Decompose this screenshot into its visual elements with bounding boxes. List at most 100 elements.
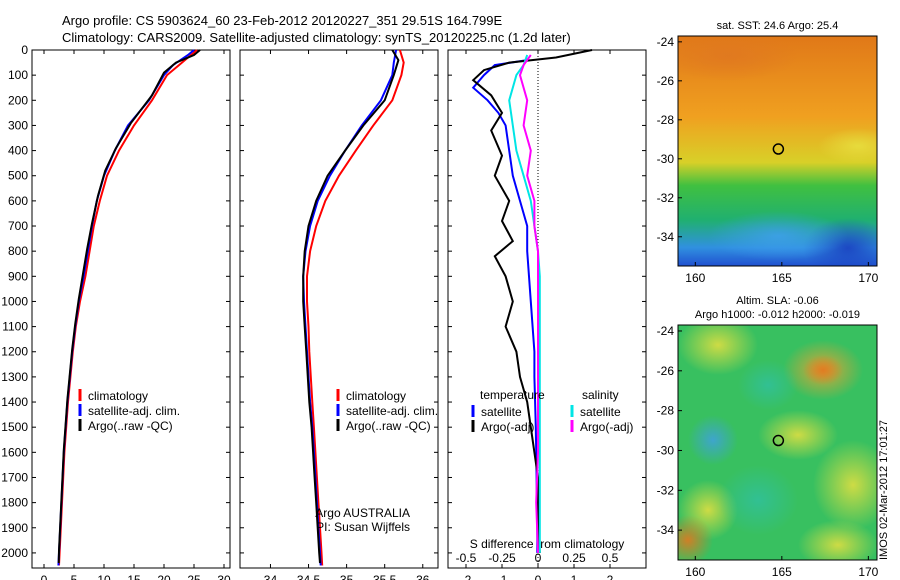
map-y-tick-label: -26 [657,364,675,378]
map-title-line1: Altim. SLA: -0.06 [736,295,819,307]
series-line-4 [518,54,539,553]
map-y-tick-label: -34 [657,230,675,244]
panel-frame [31,49,231,569]
x-tick-label: 35.5 [373,573,397,580]
panel-frame [239,49,439,569]
map-y-tick-label: -28 [657,404,675,418]
x-tick-label: 36 [416,573,430,580]
legend-label: climatology [88,389,148,403]
legend-label: satellite-adj. clim. [88,404,180,418]
legend-label: Argo(-adj) [481,420,534,434]
top-x-tick-label: 0 [535,551,542,565]
y-tick-label: 1700 [1,470,28,484]
map-colorfield [678,325,877,560]
y-tick-label: 300 [8,118,28,132]
x-tick-label: 25 [187,573,201,580]
legend-label: satellite [481,405,522,419]
x-tick-label: 0 [535,573,542,580]
y-tick-label: 1900 [1,521,28,535]
y-tick-label: 2000 [1,546,28,560]
y-tick-label: 100 [8,68,28,82]
argo-float-marker [772,434,785,447]
top-x-tick-label: 0.5 [602,551,619,565]
x-tick-label: 15 [127,573,141,580]
map-colorfield [678,36,877,266]
y-tick-label: 400 [8,144,28,158]
x-tick-label: 1 [571,573,578,580]
legend-label: Argo(-adj) [580,420,633,434]
sla-map: 160 165 170 -24 -26 -28 -30 -32 -34 Altim. SLA: -… [657,295,879,579]
y-tick-label: 1300 [1,370,28,384]
legend-heading: salinity [582,388,619,402]
x-tick-label: 20 [157,573,171,580]
map-x-tick-label: 170 [858,565,878,579]
legend-label: satellite-adj. clim. [346,404,438,418]
series-line-1 [306,49,405,566]
map-x-tick-label: 160 [685,565,705,579]
x-tick-label: -2 [461,573,472,580]
legend-heading: temperature [480,388,545,402]
series-line-1 [471,59,539,553]
x-tick-label: -1 [497,573,508,580]
map-y-tick-label: -30 [657,152,675,166]
y-tick-label: 1500 [1,420,28,434]
x-tick-label: 5 [71,573,78,580]
map-x-tick-label: 170 [858,271,878,285]
x-tick-label: 30 [217,573,231,580]
top-x-tick-label: 0.25 [562,551,586,565]
map-x-tick-label: 165 [772,271,792,285]
x-tick-label: 0 [41,573,48,580]
map-y-tick-label: -28 [657,113,675,127]
chart-title-line2: Climatology: CARS2009. Satellite-adjuste… [62,30,571,45]
x-tick-label: 35 [340,573,354,580]
panel-annotation: Argo AUSTRALIA [315,506,410,520]
series-line-3 [57,49,201,564]
panel-frame [447,49,647,569]
chart-title-line1: Argo profile: CS 5903624_60 23-Feb-2012 … [62,13,503,28]
map-frame [677,35,878,267]
y-tick-label: 900 [8,269,28,283]
legend-label: Argo(..raw -QC) [346,419,431,433]
map-x-tick-label: 160 [685,271,705,285]
profile-panel-1: 0100200300400500600700800900100011001200… [1,43,231,580]
timestamp-stamp: IMOS 02-Mar-2012 17:01:27 [878,419,890,560]
profile-panel-3: -2-1012T difference from climatology-0.5… [447,49,647,580]
y-tick-label: 600 [8,194,28,208]
x-tick-label: 34.5 [297,573,321,580]
legend-label: climatology [346,389,406,403]
map-y-tick-label: -24 [657,324,675,338]
y-tick-label: 500 [8,169,28,183]
x-tick-label: 10 [97,573,111,580]
series-line-3 [302,49,400,564]
map-x-tick-label: 165 [772,565,792,579]
y-tick-label: 1200 [1,345,28,359]
map-y-tick-label: -26 [657,74,675,88]
top-x-axis-label: S difference from climatology [470,537,625,551]
legend-label: satellite [580,405,621,419]
y-tick-label: 1400 [1,395,28,409]
map-title: sat. SST: 24.6 Argo: 25.4 [717,20,839,32]
legend-label: Argo(..raw -QC) [88,419,173,433]
sst-map: 160 165 170 -24 -26 -28 -30 -32 -34 sat. SST: 24.… [657,20,879,285]
x-tick-label: 2 [607,573,614,580]
top-x-tick-label: -0.25 [488,551,516,565]
map-y-tick-label: -30 [657,443,675,457]
panel-annotation: PI: Susan Wijffels [316,520,410,534]
argo-float-marker [772,143,785,155]
series-line-2 [471,49,593,553]
y-tick-label: 200 [8,93,28,107]
y-tick-label: 700 [8,219,28,233]
y-tick-label: 800 [8,244,28,258]
profile-panel-2: 3434.53535.536salinityclimatologysatelli… [239,49,439,580]
map-title-line2: Argo h1000: -0.012 h2000: -0.019 [695,309,860,321]
map-y-tick-label: -24 [657,35,675,49]
y-tick-label: 1100 [2,320,28,334]
map-frame [677,324,878,561]
map-y-tick-label: -32 [657,191,675,205]
top-x-tick-label: -0.5 [456,551,477,565]
y-tick-label: 1000 [1,294,28,308]
map-y-tick-label: -32 [657,483,675,497]
y-tick-label: 1800 [1,496,28,510]
y-tick-label: 0 [21,43,28,57]
